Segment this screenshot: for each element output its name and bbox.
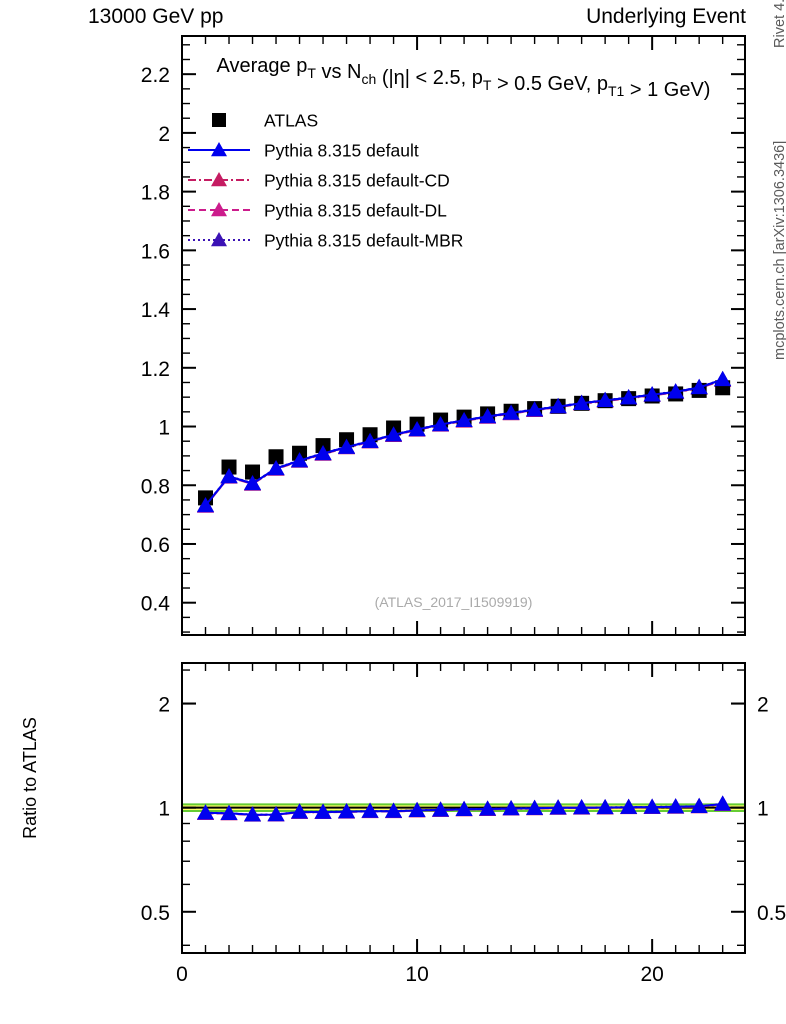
y-tick-label-main: 0.6 (141, 534, 170, 557)
x-tick-label-ratio: 10 (405, 963, 428, 986)
y-tick-label-main: 1.8 (141, 182, 170, 205)
marker-triangle-pythia-default-top (314, 445, 332, 461)
marker-triangle-pythia-default-top (714, 371, 732, 387)
y-tick-label-main: 1.4 (141, 299, 171, 322)
marker-triangle-ratio-default (526, 799, 544, 815)
marker-square-atlas (245, 464, 261, 480)
ratio-axis-label: Ratio to ATLAS (20, 717, 40, 839)
legend-marker-triangle (211, 232, 227, 247)
marker-triangle-ratio-default (385, 802, 403, 818)
marker-triangle-pythia-default-top (291, 452, 309, 468)
y-tick-label-ratio: 2 (158, 694, 170, 717)
marker-square-atlas (221, 459, 237, 475)
y-tick-label-main: 0.4 (141, 593, 171, 616)
marker-triangle-pythia-default-top (643, 386, 661, 402)
legend-marker-triangle (211, 142, 227, 157)
marker-triangle-pythia-default-top (502, 404, 520, 420)
marker-triangle-pythia-default-top (385, 426, 403, 442)
legend-marker-square (212, 113, 226, 127)
marker-triangle-ratio-default (244, 806, 262, 822)
marker-triangle-ratio-default (291, 803, 309, 819)
marker-triangle-pythia-default-top (244, 474, 262, 491)
y-tick-label-main: 1.6 (141, 240, 170, 263)
marker-triangle-ratio-default (502, 800, 520, 816)
y-tick-label-ratio-right: 0.5 (757, 902, 786, 925)
marker-triangle-ratio-default (549, 799, 567, 815)
legend-label-0: ATLAS (264, 111, 318, 131)
marker-triangle-ratio-default (432, 801, 450, 817)
marker-triangle-ratio-default (338, 803, 356, 819)
marker-triangle-pythia-default-top (549, 398, 567, 414)
chart-title: Average pT vs Nch (|η| < 2.5, pT > 0.5 G… (217, 55, 711, 101)
y-tick-label-main: 2.2 (141, 64, 170, 87)
y-tick-label-ratio: 0.5 (141, 902, 170, 925)
marker-triangle-pythia-default-top (620, 389, 638, 405)
marker-triangle-pythia-default-top (361, 432, 379, 448)
marker-triangle-ratio-default (455, 800, 473, 816)
marker-triangle-pythia-default-top (690, 378, 708, 395)
y-tick-label-main: 1.2 (141, 358, 170, 381)
header-beam-label: 13000 GeV pp (88, 5, 224, 28)
marker-triangle-pythia-default-top (479, 408, 497, 424)
legend-label-4: Pythia 8.315 default-MBR (264, 231, 463, 251)
marker-triangle-pythia-default-top (667, 383, 685, 399)
marker-triangle-ratio-default (714, 795, 732, 811)
marker-triangle-pythia-default-top (220, 467, 238, 484)
legend-label-3: Pythia 8.315 default-DL (264, 201, 447, 221)
marker-triangle-ratio-default (361, 802, 379, 818)
legend-marker-triangle (211, 172, 227, 187)
marker-triangle-ratio-default (573, 799, 591, 815)
marker-triangle-pythia-default-top (455, 411, 473, 427)
x-tick-label-ratio: 0 (176, 963, 188, 986)
marker-triangle-ratio-default (408, 801, 426, 818)
marker-triangle-ratio-default (690, 797, 708, 813)
marker-triangle-ratio-default (314, 803, 332, 819)
marker-triangle-pythia-default-top (573, 394, 591, 410)
x-tick-label-ratio: 20 (640, 963, 663, 986)
marker-triangle-pythia-default-top (596, 391, 614, 408)
header-analysis-label: Underlying Event (586, 5, 746, 28)
marker-triangle-pythia-default-top (338, 438, 356, 454)
marker-triangle-pythia-default-top (526, 401, 544, 417)
y-tick-label-ratio-right: 1 (757, 798, 769, 821)
y-tick-label-ratio: 1 (158, 798, 170, 821)
marker-triangle-pythia-default-top (267, 460, 285, 476)
y-tick-label-main: 0.8 (141, 475, 170, 498)
marker-triangle-ratio-default (267, 806, 285, 822)
y-tick-label-main: 2 (158, 123, 170, 146)
legend-label-2: Pythia 8.315 default-CD (264, 171, 450, 191)
marker-square-atlas (268, 449, 284, 465)
marker-triangle-pythia-default-top (408, 420, 426, 437)
y-tick-label-main: 1 (158, 417, 170, 440)
marker-triangle-ratio-default (667, 798, 685, 814)
marker-triangle-ratio-default (643, 798, 661, 814)
y-tick-label-ratio-right: 2 (757, 694, 769, 717)
marker-triangle-ratio-default (220, 804, 238, 820)
marker-triangle-ratio-default (479, 800, 497, 816)
watermark-label: (ATLAS_2017_I1509919) (375, 594, 533, 610)
legend-label-1: Pythia 8.315 default (264, 141, 419, 161)
marker-triangle-ratio-default (197, 804, 215, 820)
marker-triangle-ratio-default (596, 799, 614, 815)
marker-triangle-pythia-default-top (197, 497, 215, 513)
marker-triangle-ratio-default (620, 798, 638, 814)
legend-marker-triangle (211, 202, 227, 217)
marker-triangle-pythia-default-top (432, 415, 450, 432)
